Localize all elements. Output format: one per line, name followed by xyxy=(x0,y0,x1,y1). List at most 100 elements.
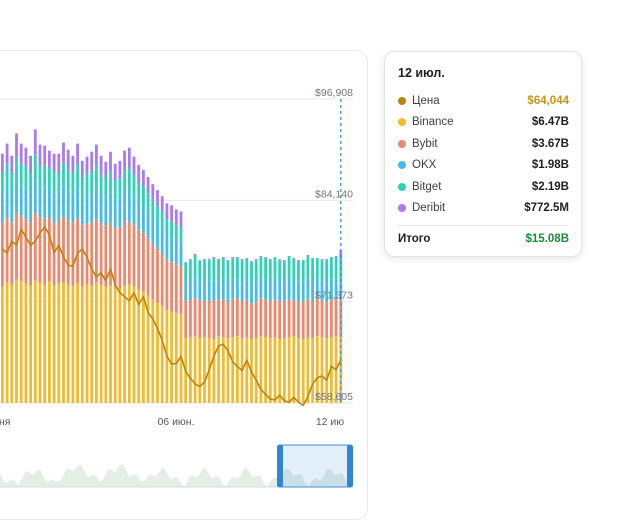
bar-bybit xyxy=(95,218,98,283)
bar-binance xyxy=(231,337,235,403)
bar-bybit xyxy=(339,300,343,338)
bar-deribit xyxy=(339,250,343,258)
bar-bitget xyxy=(330,257,333,279)
legend-dot xyxy=(398,161,406,170)
bar-bybit xyxy=(193,297,197,337)
bar-binance xyxy=(221,337,225,403)
bar-bitget xyxy=(179,227,183,243)
bar-deribit xyxy=(207,259,211,261)
bar-okx xyxy=(19,185,23,216)
x-tick-label: 12 ию xyxy=(316,416,344,428)
bar-binance xyxy=(264,337,267,403)
bar-binance xyxy=(62,282,65,403)
tooltip-row: Bybit $3.67B xyxy=(398,133,569,155)
bar-binance xyxy=(104,286,108,403)
bar-deribit xyxy=(254,259,258,261)
bar-binance xyxy=(278,339,282,403)
bar-deribit xyxy=(179,211,183,228)
bar-bybit xyxy=(15,212,18,280)
bar-okx xyxy=(287,278,291,300)
bar-bitget xyxy=(207,260,211,281)
bar-bybit xyxy=(52,223,56,286)
bar-bybit xyxy=(240,301,244,339)
bar-okx xyxy=(95,187,98,219)
bar-bitget xyxy=(240,260,244,282)
bar-bitget xyxy=(48,167,51,189)
bar-okx xyxy=(118,198,122,228)
y-tick-label: $71,373 xyxy=(315,290,353,302)
bar-bybit xyxy=(189,300,192,338)
bar-deribit xyxy=(29,155,32,173)
bar-bybit xyxy=(198,300,202,339)
legend-dot xyxy=(398,118,406,127)
bar-binance xyxy=(245,337,249,403)
bar-deribit xyxy=(236,257,239,259)
tooltip-row-label: Deribit xyxy=(412,202,446,215)
bar-bybit xyxy=(104,225,108,287)
bar-bitget xyxy=(170,221,173,238)
bar-bitget xyxy=(15,156,18,181)
bar-deribit xyxy=(325,259,329,261)
bar-okx xyxy=(38,187,42,218)
tooltip-row-label: Binance xyxy=(412,116,454,129)
bar-okx xyxy=(137,201,141,230)
bar-bitget xyxy=(156,206,159,224)
bar-okx xyxy=(170,237,173,263)
bar-deribit xyxy=(156,190,159,207)
bar-bybit xyxy=(38,217,42,283)
bar-binance xyxy=(301,339,305,403)
bar-binance xyxy=(80,286,84,403)
bar-bybit xyxy=(76,218,79,284)
bar-okx xyxy=(80,196,84,225)
bar-deribit xyxy=(95,144,98,165)
tooltip-row-value: $1.98B xyxy=(531,159,569,172)
tooltip-panel: 12 июл. Цена $64,044 Binance $6.47B Bybit $3.… xyxy=(384,51,582,257)
bar-deribit xyxy=(240,259,244,261)
bar-okx xyxy=(1,193,4,224)
bar-deribit xyxy=(1,153,4,172)
tooltip-row: Binance $6.47B xyxy=(398,112,569,134)
tooltip-rows: Цена $64,044 Binance $6.47B Bybit $3.67B OKX $1… xyxy=(398,90,569,219)
bar-deribit xyxy=(268,259,272,261)
bar-binance xyxy=(90,285,94,403)
bar-bitget xyxy=(193,255,197,277)
bar-bitget xyxy=(33,154,37,180)
bar-bybit xyxy=(287,299,291,338)
bar-deribit xyxy=(24,147,28,166)
bar-binance xyxy=(330,337,333,403)
bar-binance xyxy=(48,281,51,403)
bar-deribit xyxy=(80,160,84,178)
bar-binance xyxy=(226,338,230,403)
bar-binance xyxy=(43,284,47,403)
bar-deribit xyxy=(193,254,197,256)
stacked-volume-chart[interactable]: $96,908 $84,140 $71,373 $58,605 ня 06 июн. 12… xyxy=(0,51,368,520)
tooltip-total-value: $15.08B xyxy=(525,232,569,245)
bar-bybit xyxy=(273,299,277,338)
range-navigator[interactable] xyxy=(0,444,353,488)
bar-binance xyxy=(95,282,98,403)
bar-bybit xyxy=(146,238,150,296)
bar-binance xyxy=(151,299,155,403)
bar-bybit xyxy=(43,218,47,285)
bar-okx xyxy=(184,281,188,301)
bar-bybit xyxy=(334,299,338,337)
tooltip-row: Bitget $2.19B xyxy=(398,176,569,198)
bar-deribit xyxy=(264,257,267,259)
tooltip-row-value: $3.67B xyxy=(531,137,569,150)
bar-bitget xyxy=(52,171,56,194)
bar-deribit xyxy=(170,205,173,222)
bar-bitget xyxy=(245,258,249,281)
bar-binance xyxy=(85,284,89,403)
bar-binance xyxy=(254,338,258,403)
bar-okx xyxy=(320,281,324,301)
bar-deribit xyxy=(212,257,216,259)
bar-bybit xyxy=(24,219,28,284)
bar-bybit xyxy=(207,300,211,339)
bar-bybit xyxy=(179,266,183,314)
bar-deribit xyxy=(118,160,122,179)
bar-okx xyxy=(334,279,338,300)
bar-okx xyxy=(66,190,70,221)
bar-bitget xyxy=(19,163,23,186)
bar-binance xyxy=(170,311,173,403)
x-axis-labels: ня 06 июн. 12 ию xyxy=(0,416,344,428)
